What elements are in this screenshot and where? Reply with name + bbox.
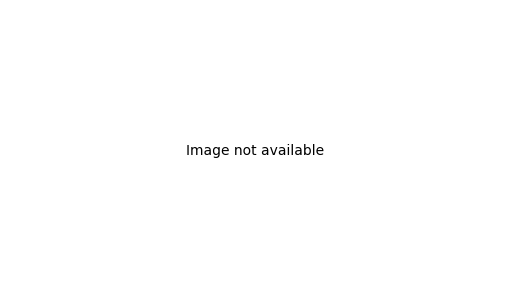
Text: Image not available: Image not available [186,144,323,157]
